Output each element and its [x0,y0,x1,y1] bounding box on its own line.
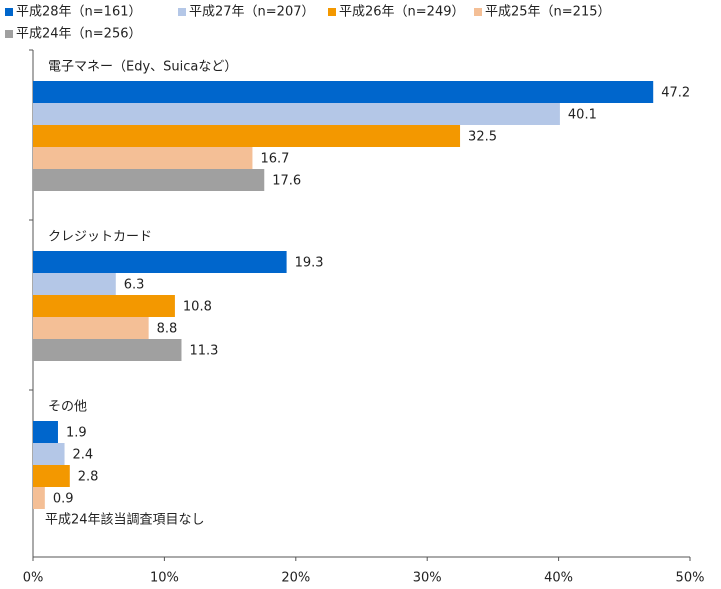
legend-label: 平成27年（n=207） [189,5,315,20]
bar [33,339,182,361]
bar [33,295,175,317]
category-label: その他 [48,400,87,415]
x-tick-label: 30% [413,571,442,586]
legend-label: 平成26年（n=249） [339,5,465,20]
annotation: 平成24年該当調査項目なし [45,512,205,528]
x-tick-label: 20% [281,571,310,586]
data-label: 40.1 [568,108,597,123]
category-label: クレジットカード [48,230,152,245]
x-tick-label: 0% [23,571,44,586]
legend-label: 平成24年（n=256） [16,27,142,42]
bar [33,465,70,487]
bar [33,421,58,443]
data-label: 2.8 [78,470,99,485]
bar [33,317,149,339]
legend-swatch [178,8,186,16]
data-label: 47.2 [661,86,690,101]
data-label: 2.4 [73,448,94,463]
data-label: 0.9 [53,492,74,507]
data-label: 17.6 [272,174,301,189]
legend-swatch [328,8,336,16]
bar [33,251,287,273]
data-label: 8.8 [157,322,178,337]
bar [33,443,65,465]
data-label: 19.3 [295,256,324,271]
bar [33,169,265,191]
data-label: 10.8 [183,300,212,315]
legend-label: 平成28年（n=161） [16,5,142,20]
x-tick-label: 10% [150,571,179,586]
legend-swatch [474,8,482,16]
bar [33,487,45,509]
data-label: 32.5 [468,130,497,145]
bar [33,81,654,103]
data-label: 16.7 [260,152,289,167]
data-label: 6.3 [124,278,145,293]
data-label: 11.3 [189,344,218,359]
x-tick-label: 50% [676,571,705,586]
bar [33,125,461,147]
legend-label: 平成25年（n=215） [485,5,611,20]
data-label: 1.9 [66,426,87,441]
bar [33,273,116,295]
bar [33,147,253,169]
category-label: 電子マネー（Edy、Suicaなど） [48,60,237,75]
legend-swatch [5,8,13,16]
legend-swatch [5,30,13,38]
x-tick-label: 40% [544,571,573,586]
bar [33,103,560,125]
